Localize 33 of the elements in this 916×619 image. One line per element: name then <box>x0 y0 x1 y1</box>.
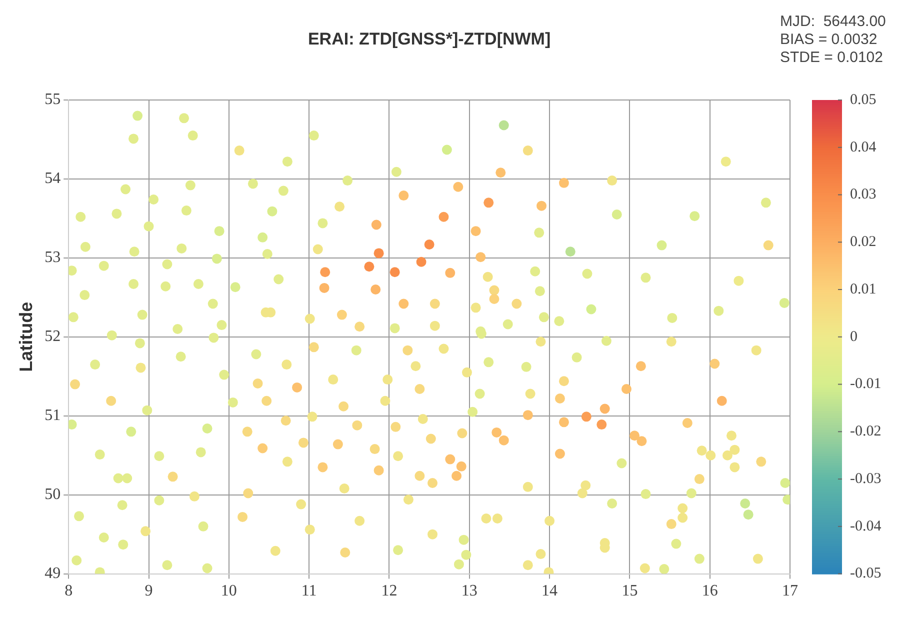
color-bar-label: 0.03 <box>850 186 876 203</box>
x-tick-label: 14 <box>542 582 558 600</box>
x-tick-label: 16 <box>702 582 718 600</box>
text: MJD: 56443.00 <box>780 13 886 30</box>
color-bar-label: 0.01 <box>850 281 876 298</box>
x-tick-label: 10 <box>220 582 237 600</box>
color-bar-label: 0 <box>850 328 858 345</box>
y-axis-title: Latitude <box>16 302 36 372</box>
color-bar-label: -0.05 <box>850 566 882 582</box>
x-tick-label: 9 <box>144 582 153 600</box>
color-bar-label: -0.04 <box>850 518 882 534</box>
text: STDE = 0.0102 <box>780 49 883 66</box>
y-tick-label: 52 <box>44 328 61 346</box>
y-tick-label: 53 <box>44 249 61 266</box>
color-bar-label: 0.05 <box>850 92 876 108</box>
y-tick-label: 49 <box>44 565 61 582</box>
x-tick-label: 12 <box>381 582 398 600</box>
y-tick-label: 55 <box>44 91 61 108</box>
y-tick-label: 54 <box>44 170 61 188</box>
x-tick-label: 11 <box>301 582 317 600</box>
color-bar-label: 0.04 <box>850 139 877 156</box>
y-tick-label: 50 <box>44 486 61 504</box>
x-tick-label: 17 <box>782 582 798 600</box>
color-bar-label: 0.02 <box>850 234 876 250</box>
y-tick-label: 51 <box>44 407 61 424</box>
x-tick-label: 8 <box>64 582 73 600</box>
color-bar-label: -0.02 <box>850 424 882 440</box>
chart-title: ERAI: ZTD[GNSS*]-ZTD[NWM] <box>308 30 551 49</box>
x-tick-label: 15 <box>622 582 638 600</box>
x-tick-label: 13 <box>461 582 478 600</box>
text: BIAS = 0.0032 <box>780 31 878 48</box>
color-bar-label: -0.03 <box>850 470 882 487</box>
color-bar-label: -0.01 <box>850 376 882 392</box>
